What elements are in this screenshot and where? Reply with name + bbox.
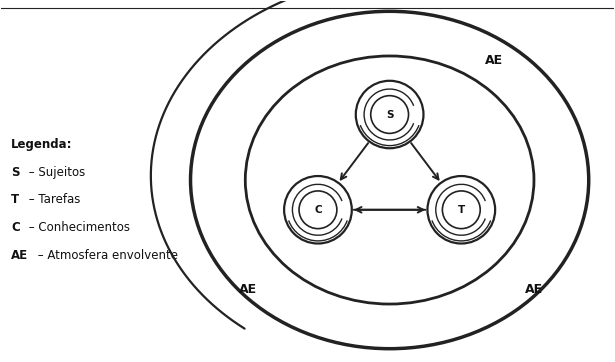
Text: C: C bbox=[11, 221, 20, 234]
Text: – Tarefas: – Tarefas bbox=[25, 193, 80, 206]
Text: S: S bbox=[386, 110, 394, 119]
Text: – Conhecimentos: – Conhecimentos bbox=[25, 221, 130, 234]
Text: AE: AE bbox=[485, 54, 503, 67]
Text: Legenda:: Legenda: bbox=[11, 138, 73, 151]
Text: S: S bbox=[11, 165, 20, 178]
Text: AE: AE bbox=[239, 283, 257, 296]
Text: C: C bbox=[314, 205, 322, 215]
Text: – Sujeitos: – Sujeitos bbox=[25, 165, 85, 178]
Text: T: T bbox=[11, 193, 20, 206]
Text: AE: AE bbox=[11, 249, 28, 262]
Text: AE: AE bbox=[525, 283, 543, 296]
Text: – Atmosfera envolvente: – Atmosfera envolvente bbox=[34, 249, 178, 262]
Text: T: T bbox=[458, 205, 465, 215]
